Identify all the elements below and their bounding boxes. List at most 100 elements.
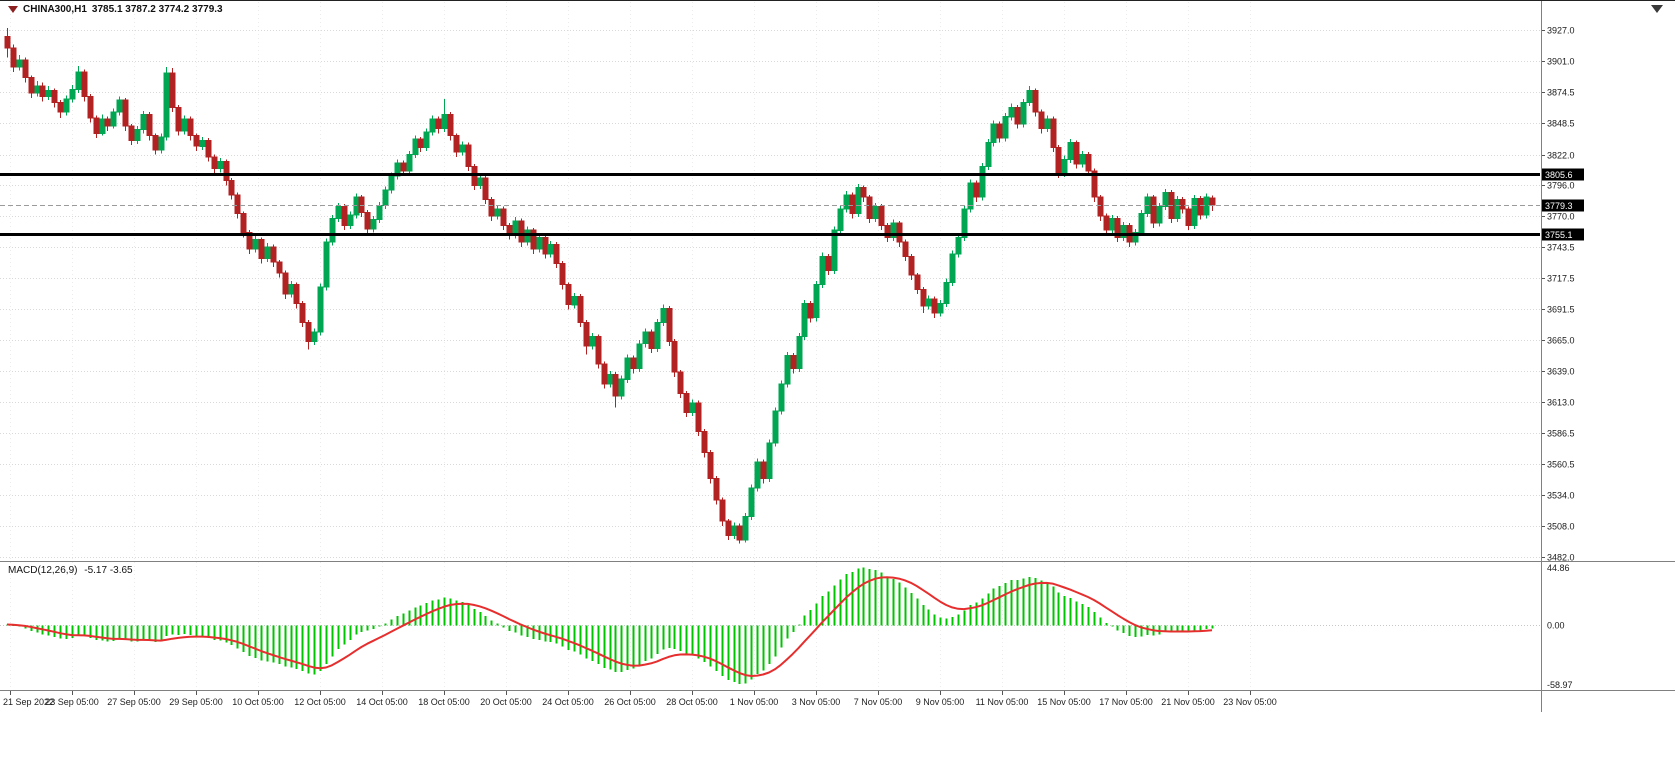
bullish-candle [1020, 102, 1027, 125]
bearish-candle [175, 106, 182, 132]
bearish-candle [28, 77, 35, 94]
bearish-candle [860, 187, 867, 198]
bearish-candle [417, 138, 424, 148]
bullish-candle [925, 298, 932, 307]
svg-text:29 Sep 05:00: 29 Sep 05:00 [169, 697, 223, 707]
bearish-candle [1103, 215, 1110, 231]
bearish-candle [435, 118, 442, 130]
bearish-candle [595, 336, 602, 365]
macd-values: -5.17 -3.65 [84, 565, 133, 576]
bearish-candle [293, 284, 300, 305]
bullish-candle [288, 284, 295, 295]
bullish-candle [547, 243, 554, 255]
svg-text:3805.6: 3805.6 [1545, 170, 1573, 180]
bearish-candle [270, 246, 277, 263]
bearish-candle [683, 392, 690, 413]
bullish-candle [949, 253, 956, 283]
svg-text:3755.1: 3755.1 [1545, 230, 1573, 240]
bearish-candle [364, 212, 371, 230]
bullish-candle [1002, 116, 1009, 139]
svg-text:3560.5: 3560.5 [1547, 460, 1575, 470]
svg-text:3779.3: 3779.3 [1545, 201, 1573, 211]
bearish-candle [299, 303, 306, 324]
bearish-candle [282, 272, 289, 295]
bearish-candle [725, 520, 732, 536]
bearish-candle [559, 262, 566, 286]
svg-text:18 Oct 05:00: 18 Oct 05:00 [418, 697, 470, 707]
svg-text:-58.97: -58.97 [1547, 680, 1573, 690]
chart-shift-marker-icon[interactable] [1651, 5, 1663, 13]
bullish-candle [660, 307, 667, 323]
bearish-candle [240, 213, 247, 234]
bullish-candle [819, 255, 826, 286]
bearish-candle [1150, 196, 1157, 224]
svg-text:15 Nov 05:00: 15 Nov 05:00 [1037, 697, 1091, 707]
bullish-candle [1174, 199, 1181, 219]
bearish-candle [128, 125, 135, 141]
svg-text:3691.5: 3691.5 [1547, 305, 1575, 315]
bearish-candle [341, 206, 348, 227]
bearish-candle [1179, 199, 1186, 210]
bearish-candle [1185, 208, 1192, 227]
bullish-candle [1044, 118, 1051, 130]
bullish-candle [589, 336, 596, 347]
bullish-candle [985, 142, 992, 167]
bearish-candle [400, 162, 407, 172]
bullish-candle [140, 113, 147, 131]
bullish-candle [45, 90, 52, 98]
bearish-candle [81, 71, 88, 98]
chart-symbol-icon [8, 6, 18, 13]
bearish-candle [1209, 197, 1216, 206]
bullish-candle [264, 246, 271, 260]
bearish-candle [701, 430, 708, 454]
bullish-candle [955, 236, 962, 255]
svg-text:3639.0: 3639.0 [1547, 367, 1575, 377]
bearish-candle [1073, 142, 1080, 165]
svg-text:3482.0: 3482.0 [1547, 553, 1575, 563]
svg-text:17 Nov 05:00: 17 Nov 05:00 [1099, 697, 1153, 707]
bullish-candle [754, 461, 761, 489]
bearish-candle [973, 182, 980, 198]
bearish-candle [902, 241, 909, 257]
bullish-candle [784, 355, 791, 385]
svg-text:20 Oct 05:00: 20 Oct 05:00 [480, 697, 532, 707]
bearish-candle [39, 85, 46, 98]
bullish-candle [1008, 106, 1015, 118]
svg-text:7 Nov 05:00: 7 Nov 05:00 [854, 697, 903, 707]
bearish-candle [996, 123, 1003, 139]
bullish-candle [766, 442, 773, 480]
bullish-candle [624, 357, 631, 380]
bearish-candle [1114, 217, 1121, 238]
bullish-candle [618, 378, 625, 397]
bearish-candle [1091, 170, 1098, 198]
svg-text:27 Sep 05:00: 27 Sep 05:00 [107, 697, 161, 707]
svg-text:10 Oct 05:00: 10 Oct 05:00 [232, 697, 284, 707]
bearish-candle [565, 284, 572, 306]
bearish-candle [223, 161, 230, 182]
bullish-candle [937, 303, 944, 314]
svg-text:3822.0: 3822.0 [1547, 151, 1575, 161]
bullish-candle [181, 118, 188, 132]
bearish-candle [358, 196, 365, 214]
bearish-candle [648, 331, 655, 349]
bullish-candle [441, 113, 448, 130]
bullish-candle [1191, 197, 1198, 227]
svg-text:3 Nov 05:00: 3 Nov 05:00 [792, 697, 841, 707]
bullish-candle [536, 236, 543, 250]
bullish-candle [459, 144, 466, 153]
bearish-candle [530, 229, 537, 250]
svg-text:3743.5: 3743.5 [1547, 243, 1575, 253]
bearish-candle [276, 261, 283, 274]
bullish-candle [494, 208, 501, 217]
bullish-candle [75, 71, 82, 91]
bullish-candle [990, 123, 997, 144]
bullish-candle [370, 219, 377, 230]
panel-separators [0, 0, 1675, 712]
bullish-candle [1109, 217, 1116, 231]
bullish-candle [778, 383, 785, 412]
bearish-candle [10, 47, 17, 68]
svg-text:3665.0: 3665.0 [1547, 336, 1575, 346]
svg-text:21 Nov 05:00: 21 Nov 05:00 [1161, 697, 1215, 707]
